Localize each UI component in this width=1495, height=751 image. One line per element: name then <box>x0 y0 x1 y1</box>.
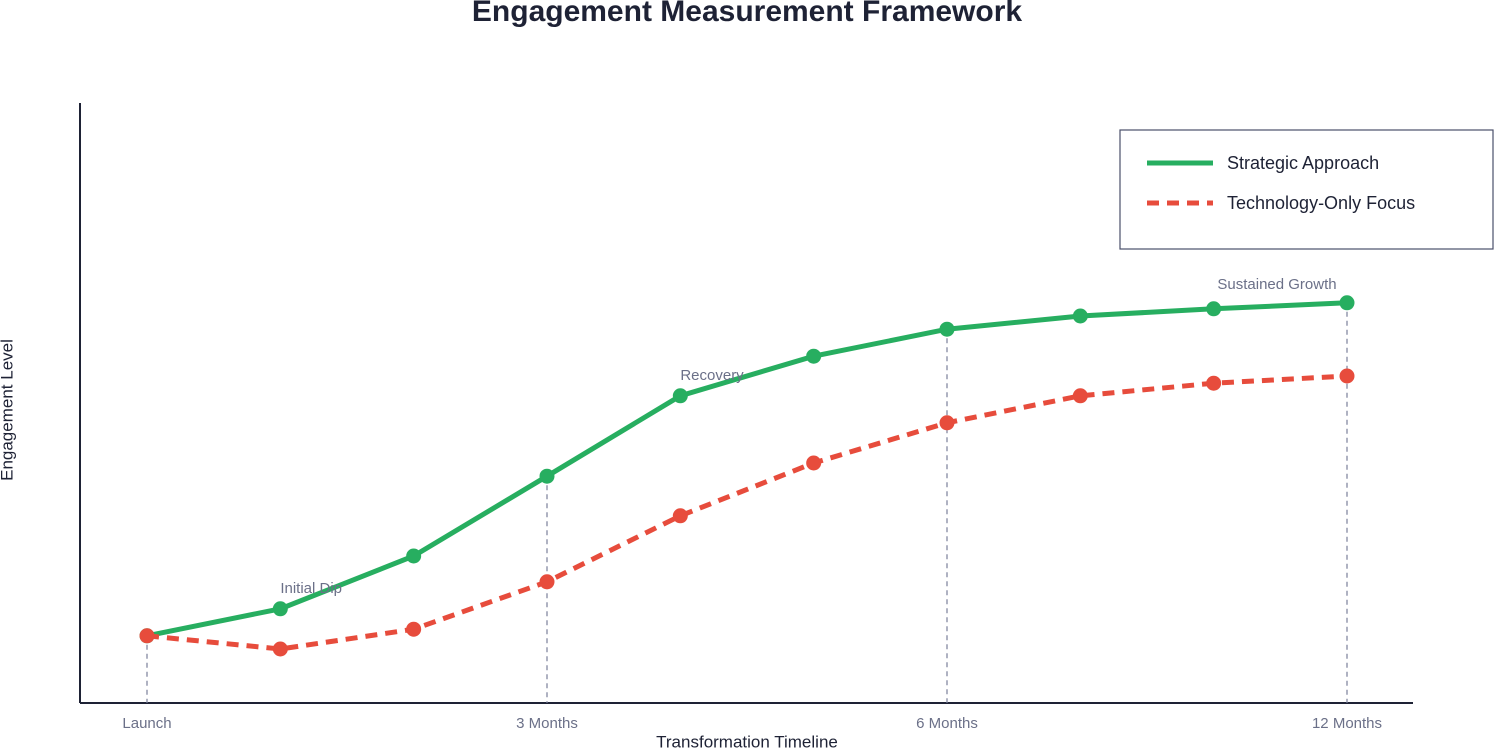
y-axis-label: Engagement Level <box>0 339 16 481</box>
point <box>272 601 288 617</box>
x-tick-label: Launch <box>122 715 171 732</box>
x-tick-label: 3 Months <box>516 715 578 732</box>
point <box>1339 295 1355 311</box>
point <box>539 468 555 484</box>
line <box>146 300 1348 639</box>
point <box>939 321 955 337</box>
point <box>1072 308 1088 324</box>
annotation: Recovery <box>680 367 744 384</box>
point <box>1339 368 1355 384</box>
point <box>1206 301 1222 317</box>
point <box>939 415 955 431</box>
point <box>272 641 288 657</box>
legend-box <box>1119 129 1494 250</box>
annotation: Sustained Growth <box>1217 276 1336 293</box>
annotation: Initial Dip <box>280 580 342 597</box>
point <box>672 508 688 524</box>
x-tick-label: 6 Months <box>916 715 978 732</box>
point <box>806 455 822 471</box>
point <box>406 548 422 564</box>
chart-title: Engagement Measurement Framework <box>472 0 1022 28</box>
point <box>1072 388 1088 404</box>
point <box>406 621 422 637</box>
point <box>1206 375 1222 391</box>
point <box>806 348 822 364</box>
point <box>672 388 688 404</box>
x-axis-label: Transformation Timeline <box>656 732 838 751</box>
point <box>139 628 155 644</box>
legend-label: Strategic Approach <box>1227 153 1379 173</box>
x-tick-label: 12 Months <box>1312 715 1382 732</box>
point <box>539 574 555 590</box>
line <box>146 373 1348 652</box>
legend-label: Technology-Only Focus <box>1227 193 1415 213</box>
